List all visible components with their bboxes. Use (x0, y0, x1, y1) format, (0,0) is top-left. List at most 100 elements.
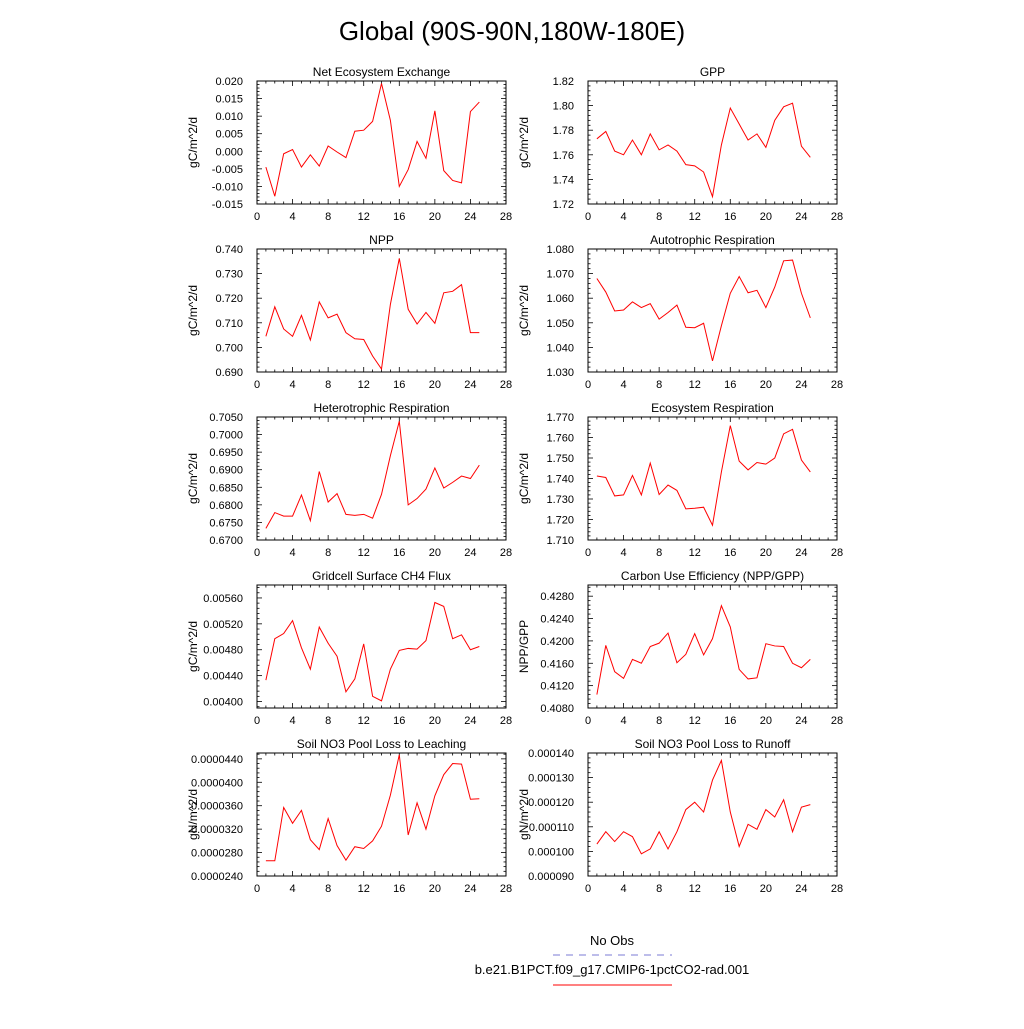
chart-panel: Soil NO3 Pool Loss to Runoff gN/m^2/d 0 4 8 1… (517, 737, 843, 895)
plot-frame (587, 584, 838, 709)
plot-frame (587, 80, 838, 205)
x-tick-label: 24 (464, 547, 476, 559)
y-tick-label: 0.000140 (528, 748, 574, 760)
x-tick-label: 0 (254, 715, 260, 727)
y-tick-label: 0.000120 (528, 797, 574, 809)
x-tick-label: 28 (831, 883, 843, 895)
y-tick-label: 0.6750 (209, 517, 243, 529)
y-tick-label: 0.00480 (203, 645, 243, 657)
y-tick-label: 0.005 (215, 129, 243, 141)
chart-panel: Soil NO3 Pool Loss to Leaching gN/m^2/d 0 4… (186, 737, 512, 895)
x-tick-label: 12 (689, 547, 701, 559)
x-tick-label: 4 (290, 883, 296, 895)
x-tick-label: 4 (621, 211, 627, 223)
y-axis-label: gC/m^2/d (186, 117, 200, 168)
plot-frame (256, 80, 507, 205)
x-tick-label: 0 (254, 379, 260, 391)
y-tick-label: 0.6700 (209, 535, 243, 547)
y-tick-label: 1.74 (553, 174, 574, 186)
chart-panel: Heterotrophic Respiration gC/m^2/d 0 4 8 12 16… (186, 401, 512, 559)
chart-panel: Ecosystem Respiration gC/m^2/d 0 4 8 12 16 20 24… (517, 401, 843, 559)
x-tick-label: 8 (656, 547, 662, 559)
y-tick-label: 1.760 (546, 433, 574, 445)
y-tick-label: 0.740 (215, 244, 243, 256)
x-tick-label: 24 (795, 211, 807, 223)
y-axis-label: gN/m^2/d (517, 789, 531, 840)
x-tick-label: 28 (831, 211, 843, 223)
x-tick-label: 12 (689, 883, 701, 895)
x-tick-label: 20 (429, 547, 441, 559)
chart-panel: Autotrophic Respiration gC/m^2/d 0 4 8 12 16 20… (517, 233, 843, 391)
x-tick-label: 20 (760, 547, 772, 559)
series-line (265, 421, 480, 529)
x-tick-label: 8 (656, 379, 662, 391)
panels: Net Ecosystem Exchange gC/m^2/d 0 4 8 12 16 20 2… (186, 65, 843, 895)
x-tick-label: 12 (689, 379, 701, 391)
page-title: Global (90S-90N,180W-180E) (339, 16, 685, 46)
y-tick-label: 0.00440 (203, 671, 243, 683)
y-axis-label: gC/m^2/d (186, 285, 200, 336)
y-tick-label: 1.730 (546, 494, 574, 506)
y-tick-label: 1.030 (546, 367, 574, 379)
x-tick-label: 20 (429, 883, 441, 895)
chart-panel: Net Ecosystem Exchange gC/m^2/d 0 4 8 12 16 20 2… (186, 65, 512, 223)
x-tick-label: 28 (831, 547, 843, 559)
series-line (265, 83, 480, 197)
x-tick-label: 16 (724, 211, 736, 223)
y-tick-label: 0.010 (215, 111, 243, 123)
y-tick-label: 0.00520 (203, 619, 243, 631)
plot-frame (256, 752, 507, 877)
chart-panel: GPP gC/m^2/d 0 4 8 12 16 20 24 28 1.82 1.80 1.78 1.76… (517, 65, 843, 223)
x-tick-label: 24 (795, 379, 807, 391)
y-tick-label: 0.0000440 (191, 754, 243, 766)
x-tick-label: 8 (656, 715, 662, 727)
x-tick-label: 20 (760, 883, 772, 895)
x-tick-label: 20 (760, 379, 772, 391)
y-tick-label: 0.690 (215, 367, 243, 379)
chart-title: Soil NO3 Pool Loss to Runoff (635, 737, 792, 751)
x-tick-label: 28 (500, 379, 512, 391)
x-tick-label: 4 (290, 379, 296, 391)
x-tick-label: 24 (795, 715, 807, 727)
x-tick-label: 0 (254, 211, 260, 223)
chart-title: Soil NO3 Pool Loss to Leaching (297, 737, 466, 751)
y-axis-label: gC/m^2/d (517, 117, 531, 168)
legend-label-no-obs: No Obs (590, 933, 635, 948)
series-line (596, 604, 811, 695)
y-tick-label: 1.76 (553, 150, 574, 162)
y-tick-label: -0.010 (212, 181, 243, 193)
legend: No Obs b.e21.B1PCT.f09_g17.CMIP6-1pctCO2… (475, 933, 749, 986)
chart-panel: NPP gC/m^2/d 0 4 8 12 16 20 24 28 0.740 0.730 0.720 0… (186, 233, 512, 391)
y-tick-label: 1.720 (546, 515, 574, 527)
y-tick-label: 0.4080 (540, 703, 574, 715)
y-tick-label: 0.6850 (209, 482, 243, 494)
x-tick-label: 16 (724, 715, 736, 727)
x-tick-label: 16 (724, 379, 736, 391)
y-tick-label: 0.000110 (529, 822, 574, 834)
plot-frame (256, 248, 507, 373)
x-tick-label: 28 (500, 883, 512, 895)
y-tick-label: 0.4120 (540, 681, 574, 693)
y-tick-label: -0.005 (212, 164, 243, 176)
y-tick-label: 0.6950 (209, 447, 243, 459)
x-tick-label: 8 (325, 379, 331, 391)
y-tick-label: 1.040 (546, 342, 574, 354)
chart-title: NPP (369, 233, 394, 247)
y-tick-label: 0.4200 (540, 636, 574, 648)
x-tick-label: 16 (724, 547, 736, 559)
y-tick-label: 0.4280 (540, 591, 574, 603)
x-tick-label: 4 (621, 883, 627, 895)
y-tick-label: 0.7050 (209, 412, 243, 424)
x-tick-label: 4 (621, 379, 627, 391)
y-tick-label: -0.015 (212, 199, 243, 211)
x-tick-label: 24 (464, 379, 476, 391)
plot-frame (587, 752, 838, 877)
y-tick-label: 0.6900 (209, 465, 243, 477)
y-tick-label: 1.82 (553, 76, 574, 88)
series-line (265, 258, 480, 371)
x-tick-label: 4 (290, 547, 296, 559)
y-tick-label: 0.4240 (540, 614, 574, 626)
x-tick-label: 4 (621, 715, 627, 727)
y-tick-label: 1.050 (546, 318, 574, 330)
